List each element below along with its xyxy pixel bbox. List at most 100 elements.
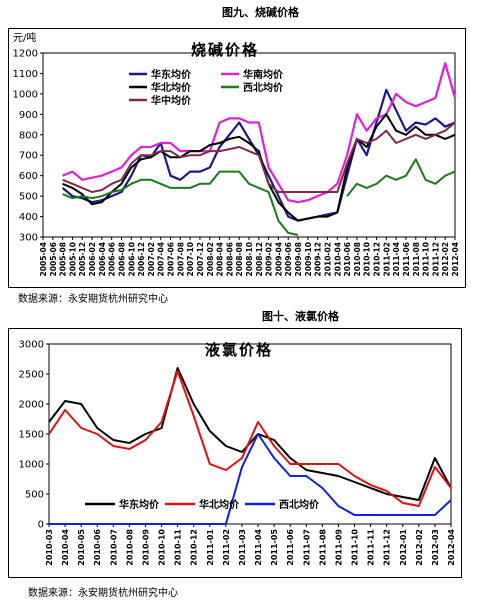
caustic-soda-chart: 300 400 500 600 700 800 900 1000 1100 1200 2005-04…	[8, 28, 466, 288]
x-tick-label: 2009-08	[294, 242, 303, 276]
x-tick-label: 2012-02	[441, 242, 450, 276]
x-tick-label: 2010-02	[323, 242, 332, 276]
y-tick-label: 1000	[13, 89, 38, 100]
legend-label-2: 华北均价	[199, 498, 240, 511]
x-tick-label: 2011-08	[412, 242, 421, 276]
x-tick-label: 2011-09	[334, 529, 343, 566]
x-tick-label: 2010-12	[190, 529, 199, 566]
plot-area	[48, 343, 452, 525]
y-tick-label: 0	[38, 520, 44, 531]
series-line-3	[62, 113, 456, 222]
y-tick-label: 300	[19, 233, 38, 244]
x-tick-label: 2011-06	[286, 529, 295, 566]
liquid-chlorine-chart: 0 500 1000 1500 2000 2500 3000 2010-03 2010-04 20…	[8, 328, 462, 578]
chart-title: 烧碱价格	[191, 41, 259, 59]
legend-label-1: 华东均价	[119, 498, 160, 511]
x-tick-label: 2011-10	[351, 529, 360, 566]
x-tick-label: 2010-10	[158, 529, 167, 566]
x-tick-label: 2010-04	[333, 242, 342, 276]
y-tick-label: 2000	[19, 400, 44, 411]
x-tick-label: 2010-05	[77, 529, 86, 566]
series-line-1	[48, 367, 452, 501]
x-tick-label: 2007-02	[147, 242, 156, 276]
x-tick-label: 2010-12	[373, 242, 382, 276]
x-tick-label: 2012-04	[447, 529, 456, 566]
x-tick-label: 2010-06	[343, 242, 352, 276]
legend-label-2: 华南均价	[243, 68, 284, 81]
x-tick-label: 2008-12	[255, 242, 264, 276]
legend-label-5: 华中均价	[151, 94, 192, 107]
chart-title: 液氯价格	[205, 341, 273, 359]
legend-label-3: 西北均价	[279, 498, 320, 511]
x-tick-label: 2006-06	[108, 242, 117, 276]
caustic-soda-chart-svg: 300 400 500 600 700 800 900 1000 1100 1200 2005-04…	[13, 31, 460, 276]
y-tick-label: 600	[19, 171, 38, 182]
x-tick-label: 2008-02	[206, 242, 215, 276]
x-tick-label: 2011-04	[254, 529, 263, 566]
x-tick-label: 2007-06	[167, 242, 176, 276]
x-tick-label: 2009-12	[314, 242, 323, 276]
y-tick-label: 2500	[19, 370, 44, 381]
x-tick-label: 2011-10	[422, 242, 431, 276]
x-tick-label: 2009-04	[274, 242, 283, 276]
x-tick-label: 2011-11	[367, 529, 376, 566]
y-tick-label: 800	[19, 130, 38, 141]
x-tick-label: 2011-06	[402, 242, 411, 276]
x-tick-label: 2009-02	[265, 242, 274, 276]
x-tick-label: 2005-10	[68, 242, 77, 276]
y-tick-label: 700	[19, 151, 38, 162]
legend-label-4: 西北均价	[243, 81, 284, 94]
x-tick-label: 2011-12	[383, 529, 392, 566]
x-tick-label: 2012-01	[399, 529, 408, 566]
x-tick-label: 2011-04	[392, 242, 401, 276]
y-tick-label: 1200	[13, 49, 38, 60]
x-tick-label: 2010-08	[125, 529, 134, 566]
x-tick-label: 2011-02	[382, 242, 391, 276]
y-tick-label: 1100	[13, 69, 38, 80]
x-tick-label: 2010-09	[141, 529, 150, 566]
legend-label-3: 华北均价	[151, 81, 192, 94]
series-line-5	[62, 121, 456, 193]
x-tick-label: 2005-12	[78, 242, 87, 276]
y-tick-label: 1500	[19, 430, 44, 441]
x-tick-label: 2007-04	[157, 242, 166, 276]
x-tick-label: 2008-08	[235, 242, 244, 276]
x-tick-label: 2011-08	[318, 529, 327, 566]
series-line-2	[62, 62, 457, 204]
x-tick-label: 2007-08	[176, 242, 185, 276]
legend-label-1: 华东均价	[151, 68, 192, 81]
y-tick-label: 500	[19, 192, 38, 203]
x-tick-label: 2007-12	[196, 242, 205, 276]
x-tick-label: 2005-08	[59, 242, 68, 276]
x-tick-label: 2010-03	[45, 529, 54, 566]
figure-10-caption: 图十、液氯价格	[262, 310, 339, 323]
x-tick-label: 2011-03	[238, 529, 247, 566]
x-tick-label: 2005-06	[49, 242, 58, 276]
x-tick-label: 2006-10	[127, 242, 136, 276]
x-tick-label: 2008-10	[245, 242, 254, 276]
x-tick-label: 2012-04	[451, 242, 460, 276]
series-line-2	[48, 370, 452, 507]
y-tick-label: 500	[25, 490, 44, 501]
x-tick-label: 2010-10	[363, 242, 372, 276]
x-tick-label: 2006-08	[117, 242, 126, 276]
y-tick-label: 900	[19, 110, 38, 121]
x-tick-label: 2012-02	[415, 529, 424, 566]
x-tick-label: 2007-10	[186, 242, 195, 276]
x-tick-label: 2010-06	[93, 529, 102, 566]
y-tick-label: 1000	[19, 460, 44, 471]
x-tick-label: 2009-10	[304, 242, 313, 276]
x-tick-label: 2011-07	[302, 529, 311, 566]
x-tick-label: 2008-04	[216, 242, 225, 276]
source-note-2: 数据来源：永安期货杭州研究中心	[28, 588, 178, 599]
x-tick-label: 2009-06	[284, 242, 293, 276]
x-tick-label: 2010-11	[174, 529, 183, 566]
x-tick-label: 2011-02	[222, 529, 231, 566]
x-tick-label: 2006-02	[88, 242, 97, 276]
x-tick-label: 2010-08	[353, 242, 362, 276]
figure-9-caption: 图九、烧碱价格	[222, 6, 299, 19]
series-line-4	[62, 158, 456, 236]
x-tick-label: 2005-04	[39, 242, 48, 276]
x-tick-label: 2011-12	[431, 242, 440, 276]
series-line-3	[49, 433, 452, 525]
